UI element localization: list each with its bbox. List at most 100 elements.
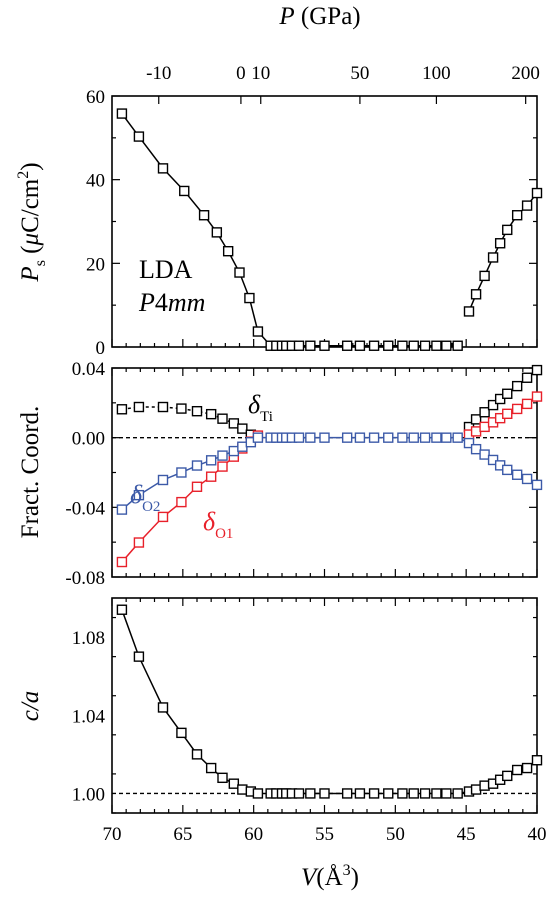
data-point	[228, 418, 240, 429]
data-point	[244, 292, 255, 304]
data-point	[116, 556, 128, 568]
data-point	[383, 340, 394, 351]
data-point	[479, 407, 490, 418]
x-axis-unit: (Å	[316, 864, 342, 891]
data-point	[368, 340, 380, 351]
data-point	[511, 380, 523, 392]
x-tick-label: 55	[315, 824, 334, 845]
data-point	[116, 404, 128, 415]
data-point	[305, 432, 316, 443]
x-tick-label: 65	[173, 824, 192, 845]
data-point	[354, 788, 366, 799]
data-point	[419, 788, 431, 799]
x-axis-title: V(Å3)	[301, 862, 359, 891]
data-point	[408, 788, 419, 799]
data-point	[205, 762, 217, 774]
y-tick-label: 40	[86, 171, 105, 192]
data-point	[228, 445, 240, 457]
label-delta-o2-delta: δ	[130, 480, 143, 509]
data-point	[452, 788, 463, 799]
data-point	[502, 388, 513, 399]
label-delta-ti-sub: Ti	[260, 409, 273, 425]
panel-frame	[111, 597, 538, 814]
y-axis-unit-end: )	[17, 162, 44, 170]
data-point	[305, 788, 316, 799]
data-point	[368, 788, 380, 799]
data-point	[252, 432, 264, 443]
data-point	[511, 210, 523, 221]
x-axis-unit-end: )	[351, 864, 359, 891]
data-point	[383, 788, 394, 799]
data-point	[419, 432, 431, 443]
top-tick-label: 200	[511, 63, 540, 84]
data-point	[441, 340, 452, 351]
data-point	[116, 504, 128, 515]
x-tick-label: 45	[457, 824, 476, 845]
data-point	[441, 432, 452, 443]
data-point	[116, 604, 128, 615]
data-point	[176, 727, 187, 739]
data-point	[494, 238, 506, 249]
data-point	[157, 474, 169, 486]
y-axis-symbol: P	[17, 266, 44, 282]
data-point	[211, 227, 223, 238]
data-point	[319, 788, 330, 799]
data-point	[341, 432, 353, 443]
annotation-lda: LDA	[139, 255, 193, 284]
data-point	[408, 340, 419, 351]
data-point	[511, 764, 523, 776]
label-delta-o1-delta: δ	[203, 507, 216, 536]
data-point	[479, 449, 490, 460]
data-point	[237, 784, 248, 795]
data-point	[116, 108, 128, 119]
data-point	[431, 340, 442, 351]
data-point	[319, 432, 330, 443]
data-point	[531, 187, 543, 199]
data-point	[502, 408, 513, 420]
data-point	[217, 450, 228, 461]
data-point	[463, 437, 475, 449]
y-axis-sup: 2	[15, 171, 32, 179]
y-axis-paren: (	[17, 245, 44, 260]
y-tick-label: 1.04	[72, 706, 106, 727]
data-point	[191, 749, 203, 760]
data-point	[368, 432, 380, 443]
data-point	[431, 788, 442, 799]
data-point	[452, 340, 463, 351]
data-point	[237, 441, 248, 452]
data-point	[217, 772, 228, 784]
y-tick-label: -0.04	[65, 498, 105, 519]
data-point	[157, 401, 169, 413]
data-point	[531, 755, 543, 766]
data-point	[470, 289, 482, 300]
data-point	[191, 481, 203, 492]
data-point	[319, 340, 330, 351]
data-point	[521, 372, 533, 383]
data-point	[133, 131, 145, 142]
data-point	[133, 401, 145, 413]
data-point	[511, 403, 523, 415]
data-point	[205, 455, 217, 466]
label-delta-o2: δO2	[130, 480, 160, 515]
y-tick-label: 0	[96, 338, 106, 359]
data-point	[431, 432, 442, 443]
data-point	[479, 421, 490, 433]
top-tick-label: 100	[422, 63, 451, 84]
data-point	[354, 340, 366, 351]
data-point	[463, 306, 475, 317]
top-tick-label: 0	[236, 63, 246, 84]
data-point	[521, 473, 533, 485]
data-point	[157, 163, 169, 174]
data-point	[237, 423, 248, 434]
y-tick-label: 1.08	[72, 628, 105, 649]
y-axis-unit: C/cm	[17, 178, 44, 233]
data-point	[133, 537, 145, 548]
annotation-symmetry-mm: mm	[168, 288, 206, 317]
data-point	[487, 399, 499, 411]
label-delta-o1: δO1	[203, 507, 233, 542]
panel-polarization: 0 20 40 60	[86, 87, 543, 359]
top-axis-symbol: P	[278, 3, 294, 30]
y-tick-label: 20	[86, 254, 105, 275]
data-point	[133, 489, 145, 501]
